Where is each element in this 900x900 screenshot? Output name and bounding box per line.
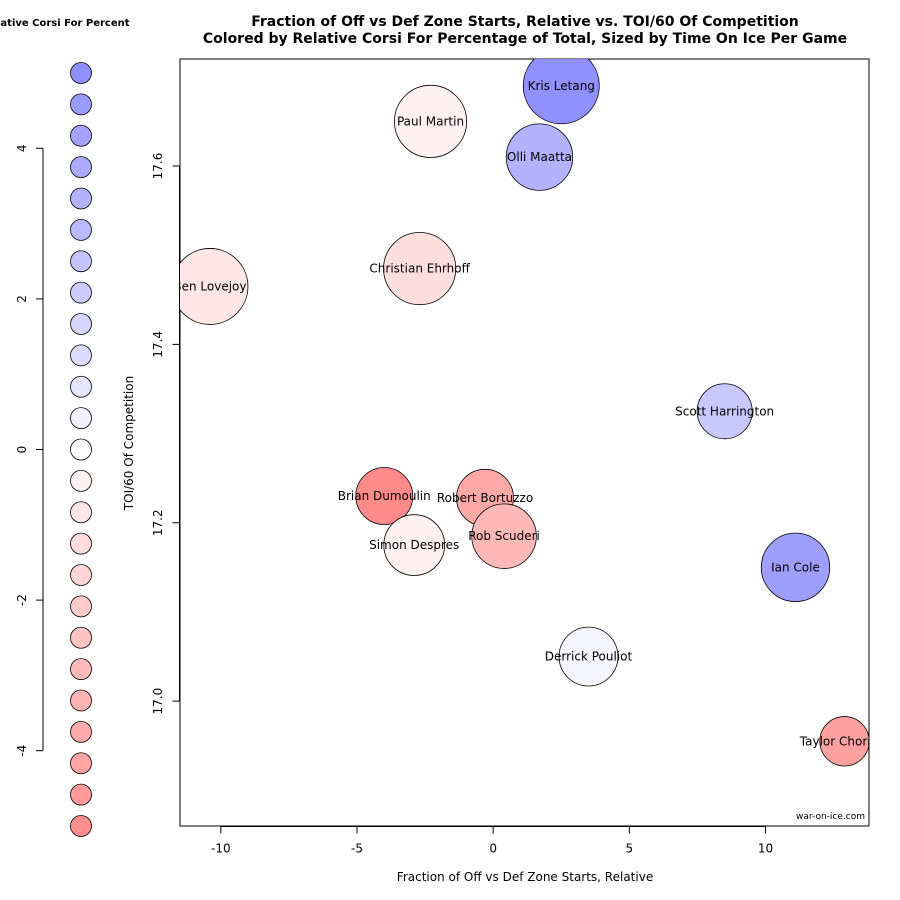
- x-tick-label: 10: [758, 842, 773, 856]
- legend-swatch: [70, 93, 92, 116]
- legend-tick-label: -4: [15, 745, 29, 757]
- y-axis-label: TOI/60 Of Competition: [122, 376, 136, 511]
- legend-swatch: [70, 156, 92, 179]
- legend-swatch: [70, 532, 92, 555]
- bubble-label: Kris Letang: [528, 79, 595, 93]
- data-points: Kris Letang Paul Martin Olli Maatta Christi…: [173, 59, 889, 767]
- color-legend: 4 2 0 -2 -4: [15, 62, 92, 837]
- bubble-label: Taylor Chorney: [799, 734, 889, 748]
- legend-swatch: [70, 501, 92, 524]
- legend-swatch: [70, 218, 92, 241]
- bubble-label: Simon Despres: [369, 538, 459, 552]
- bubble-label: Ian Cole: [771, 560, 820, 574]
- legend-swatch: [70, 438, 92, 461]
- bubble: [383, 232, 457, 306]
- x-tick-label: 5: [626, 842, 634, 856]
- legend-swatch: [70, 469, 92, 492]
- axes: -10 -5 0 5 10 17.0 17.2 17.4 17.6: [151, 153, 773, 856]
- bubble: [355, 467, 414, 525]
- legend-swatch: [70, 407, 92, 430]
- bubble: [819, 716, 869, 767]
- legend-swatch: [70, 250, 92, 273]
- chart-subtitle: Colored by Relative Corsi For Percentage…: [203, 31, 847, 47]
- bubble: [696, 383, 753, 440]
- bubble: [394, 84, 468, 158]
- bubble-label: Robert Bortuzzo: [437, 491, 533, 505]
- legend-tick-label: 2: [15, 295, 29, 303]
- legend-tick-label: 0: [15, 446, 29, 454]
- legend-tick-label: 4: [15, 144, 29, 152]
- y-tick-label: 17.2: [151, 509, 165, 536]
- legend-swatch: [70, 62, 92, 84]
- legend-tick-label: -2: [15, 594, 29, 606]
- bubble: [471, 503, 537, 569]
- legend-swatch: [70, 281, 92, 304]
- legend-swatch: [70, 658, 92, 681]
- watermark: war-on-ice.com: [796, 812, 865, 822]
- legend-swatch: [70, 564, 92, 586]
- legend-swatch: [70, 344, 92, 367]
- bubble-label: Brian Dumoulin: [338, 489, 431, 503]
- bubble-label: Olli Maatta: [507, 150, 572, 164]
- chart-title: Fraction of Off vs Def Zone Starts, Rela…: [251, 14, 799, 30]
- legend-swatch: [70, 124, 92, 147]
- legend-swatch: [70, 689, 92, 712]
- y-tick-label: 17.4: [151, 331, 165, 358]
- y-tick-label: 17.6: [151, 153, 165, 180]
- bubble-label: Ben Lovejoy: [173, 279, 246, 293]
- bubble-label: Scott Harrington: [675, 404, 774, 418]
- bubble: [522, 59, 600, 125]
- x-tick-label: -5: [351, 842, 363, 856]
- legend-swatch: [70, 626, 92, 649]
- x-axis-label: Fraction of Off vs Def Zone Starts, Rela…: [397, 870, 653, 884]
- x-tick-label: -10: [211, 842, 231, 856]
- legend-swatch: [70, 815, 92, 837]
- bubble-label: Rob Scuderi: [468, 529, 540, 543]
- bubble: [383, 514, 446, 576]
- bubble: [558, 626, 619, 687]
- bubble-label: Derrick Pouliot: [545, 650, 633, 664]
- legend-swatch: [70, 595, 92, 618]
- legend-swatch: [70, 313, 92, 335]
- legend-swatch: [70, 783, 92, 806]
- bubble-label: Christian Ehrhoff: [369, 262, 470, 276]
- legend-title: Relative Corsi For Percent: [0, 18, 130, 29]
- legend-swatch: [70, 720, 92, 743]
- legend-swatch: [70, 187, 92, 210]
- bubble: [505, 123, 574, 191]
- x-tick-label: 0: [489, 842, 497, 856]
- bubble-label: Paul Martin: [397, 114, 464, 128]
- legend-swatch: [70, 375, 92, 398]
- bubble: [760, 532, 831, 602]
- y-tick-label: 17.0: [151, 688, 165, 715]
- bubble: [180, 248, 249, 325]
- legend-swatch: [70, 752, 92, 775]
